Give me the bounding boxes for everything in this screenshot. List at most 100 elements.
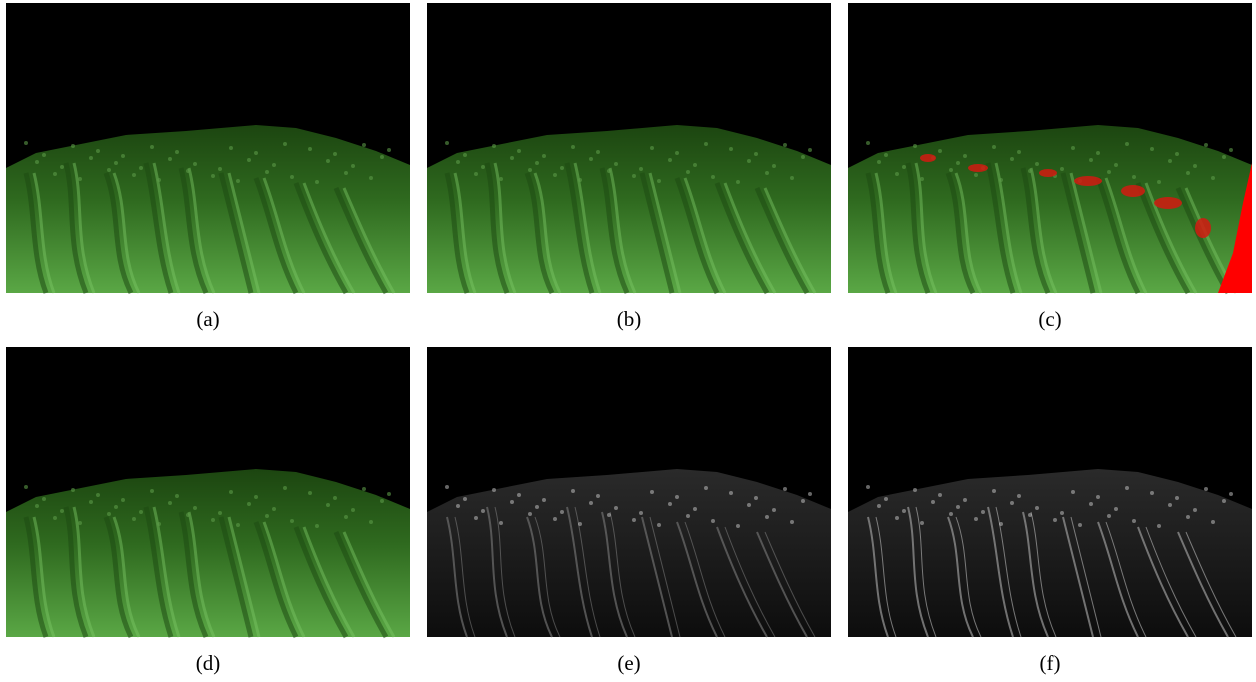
terrain-texture (481, 509, 485, 513)
terrain-texture (1186, 171, 1190, 175)
terrain-texture (1060, 167, 1064, 171)
terrain-texture (711, 519, 715, 523)
terrain-texture (168, 501, 172, 505)
terrain-texture (657, 179, 661, 183)
terrain-texture (351, 164, 355, 168)
terrain-texture (1096, 495, 1100, 499)
terrain-texture (1089, 502, 1093, 506)
terrain-texture (247, 158, 251, 162)
terrain-texture (560, 166, 564, 170)
terrain-texture (517, 493, 521, 497)
terrain-texture (675, 151, 679, 155)
terrain-texture (186, 169, 190, 173)
terrain-texture (132, 173, 136, 177)
terrain-texture (175, 150, 179, 154)
terrain-texture (42, 153, 46, 157)
terrain-texture (333, 152, 337, 156)
terrain-texture (736, 524, 740, 528)
terrain-texture (35, 160, 39, 164)
terrain-texture (139, 166, 143, 170)
terrain (6, 125, 410, 293)
terrain-texture (877, 504, 881, 508)
terrain-texture (175, 494, 179, 498)
terrain-texture (121, 498, 125, 502)
terrain-texture (344, 515, 348, 519)
terrain-texture (607, 513, 611, 517)
terrain-texture (704, 142, 708, 146)
terrain-texture (711, 175, 715, 179)
terrain-texture (1035, 162, 1039, 166)
terrain-texture (229, 490, 233, 494)
terrain-texture (614, 506, 618, 510)
terrain-texture (218, 167, 222, 171)
terrain-texture (1132, 175, 1136, 179)
terrain-texture (963, 498, 967, 502)
terrain-texture (938, 149, 942, 153)
terrain-texture (53, 516, 57, 520)
terrain-texture (704, 486, 708, 490)
terrain-texture (765, 171, 769, 175)
terrain-texture (456, 160, 460, 164)
terrain-texture (315, 524, 319, 528)
terrain-texture (650, 146, 654, 150)
terrain-texture (283, 486, 287, 490)
terrain-texture (949, 168, 953, 172)
terrain-texture (754, 496, 758, 500)
terrain-texture (333, 496, 337, 500)
terrain-texture (1028, 169, 1032, 173)
terrain-texture (668, 502, 672, 506)
terrain-texture (24, 141, 28, 145)
terrain-texture (445, 485, 449, 489)
terrain-texture (474, 516, 478, 520)
terrain-texture (1053, 518, 1057, 522)
terrain-texture (315, 180, 319, 184)
terrain-texture (895, 516, 899, 520)
terrain-texture (999, 178, 1003, 182)
panel (848, 3, 1252, 293)
terrain-texture (150, 145, 154, 149)
terrain-texture (481, 165, 485, 169)
terrain-texture (783, 143, 787, 147)
terrain-texture (499, 521, 503, 525)
terrain-texture (1017, 150, 1021, 154)
panel (427, 3, 831, 293)
terrain-texture (895, 172, 899, 176)
terrain-texture (1150, 491, 1154, 495)
error-region (1074, 176, 1102, 186)
terrain-texture (596, 494, 600, 498)
terrain-texture (150, 489, 154, 493)
terrain-texture (1071, 146, 1075, 150)
error-region (1039, 169, 1057, 177)
terrain-texture (974, 517, 978, 521)
terrain-texture (675, 495, 679, 499)
terrain-texture (157, 522, 161, 526)
terrain-texture (1175, 152, 1179, 156)
terrain-texture (632, 518, 636, 522)
terrain-texture (362, 143, 366, 147)
terrain-texture (765, 515, 769, 519)
terrain-texture (1157, 524, 1161, 528)
terrain-texture (193, 162, 197, 166)
terrain-texture (499, 177, 503, 181)
terrain-texture (1017, 494, 1021, 498)
panel-caption: (c) (1038, 307, 1061, 331)
terrain-texture (632, 174, 636, 178)
terrain-texture (1035, 506, 1039, 510)
terrain-texture (949, 512, 953, 516)
terrain-texture (121, 154, 125, 158)
terrain-texture (560, 510, 564, 514)
terrain-texture (229, 146, 233, 150)
terrain-texture (71, 144, 75, 148)
terrain-texture (78, 177, 82, 181)
terrain-texture (510, 156, 514, 160)
terrain-texture (913, 144, 917, 148)
terrain-texture (96, 149, 100, 153)
terrain-texture (380, 499, 384, 503)
terrain-texture (42, 497, 46, 501)
terrain-texture (596, 150, 600, 154)
terrain-texture (920, 177, 924, 181)
terrain-texture (351, 508, 355, 512)
terrain-texture (290, 519, 294, 523)
terrain-texture (553, 173, 557, 177)
terrain-texture (657, 523, 661, 527)
